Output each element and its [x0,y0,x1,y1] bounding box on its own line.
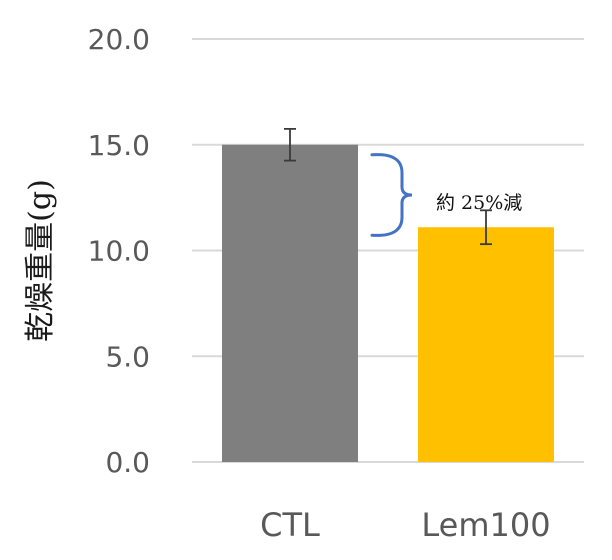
y-tick-label: 20.0 [88,23,150,56]
bars [222,144,554,462]
x-category-label: CTL [260,506,320,544]
error-bars [284,127,492,246]
y-tick-label: 10.0 [88,235,150,268]
y-axis-ticks: 0.0 5.0 10.0 15.0 20.0 [88,23,150,479]
error-bar [480,209,492,246]
difference-bracket [370,153,413,237]
difference-annotation: 約 25%減 [436,192,522,214]
y-axis-label: 乾燥重量(g) [23,179,58,342]
error-bar [284,127,296,162]
x-axis-categories: CTL Lem100 [260,506,550,544]
bar-ctl [222,144,358,462]
x-category-label: Lem100 [421,506,550,544]
y-tick-label: 15.0 [88,129,150,162]
bar-lem100 [418,227,554,462]
y-tick-label: 5.0 [105,340,150,373]
y-tick-label: 0.0 [105,446,150,479]
